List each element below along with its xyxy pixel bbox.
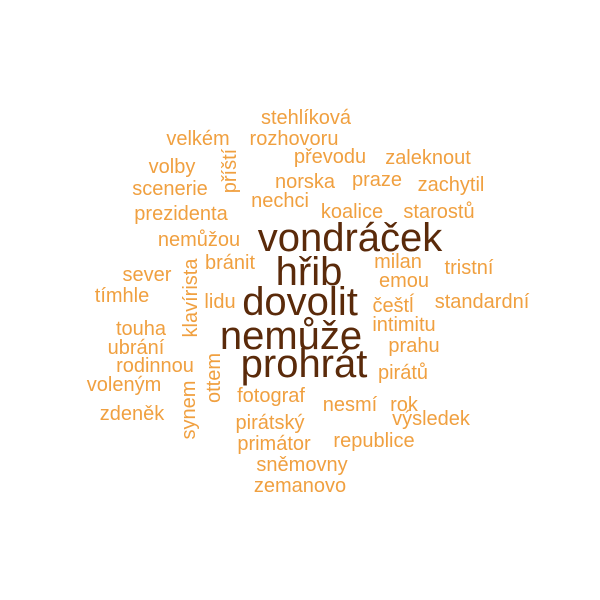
word: fotograf — [237, 385, 305, 407]
word: pirátů — [377, 362, 429, 384]
word: klavírista — [180, 258, 202, 338]
word: češtĺ — [372, 295, 414, 317]
word: rodinnou — [116, 355, 194, 377]
word: bránit — [204, 252, 256, 274]
word: prahu — [388, 335, 440, 357]
word: scenerie — [132, 178, 208, 200]
word: zachytil — [417, 174, 485, 196]
word: hřib — [275, 250, 343, 294]
word: lidu — [204, 291, 236, 313]
word: intimitu — [372, 314, 436, 336]
word: primátor — [237, 433, 311, 455]
word: prezidenta — [134, 203, 228, 225]
word: příští — [219, 148, 241, 194]
word: výsledek — [392, 408, 470, 430]
word: prohrát — [240, 342, 368, 386]
word: norska — [274, 171, 336, 193]
word: dovolit — [242, 280, 358, 324]
word: tímhle — [94, 285, 150, 307]
word: stehlíková — [260, 107, 352, 129]
word: převodu — [293, 146, 367, 168]
word: vondráček — [257, 216, 443, 260]
word: touha — [115, 318, 167, 340]
word: sněmovny — [256, 454, 348, 476]
word: praze — [351, 169, 403, 191]
word: volby — [148, 156, 196, 178]
word: milan — [374, 251, 422, 273]
word: nemůže — [219, 314, 363, 358]
word: rok — [390, 394, 418, 416]
word: republice — [333, 430, 415, 452]
word: starostů — [403, 201, 475, 223]
word: zemanovo — [253, 475, 347, 497]
word: zdeněk — [99, 403, 165, 425]
word: nechci — [251, 190, 309, 212]
word: synem — [178, 380, 200, 440]
word: tristní — [444, 257, 494, 279]
word: pirátský — [235, 412, 305, 434]
word: nesmí — [322, 394, 378, 416]
word: ottem — [203, 352, 225, 404]
word: nemůžou — [157, 229, 241, 251]
word: sever — [122, 264, 172, 286]
word: standardní — [434, 291, 530, 313]
word: ubrání — [107, 337, 165, 359]
word: koalice — [320, 201, 384, 223]
word: zaleknout — [385, 147, 471, 169]
word: emou — [378, 270, 430, 292]
word: rozhovoru — [249, 128, 339, 150]
word: velkém — [166, 128, 230, 150]
word: voleným — [86, 374, 162, 396]
